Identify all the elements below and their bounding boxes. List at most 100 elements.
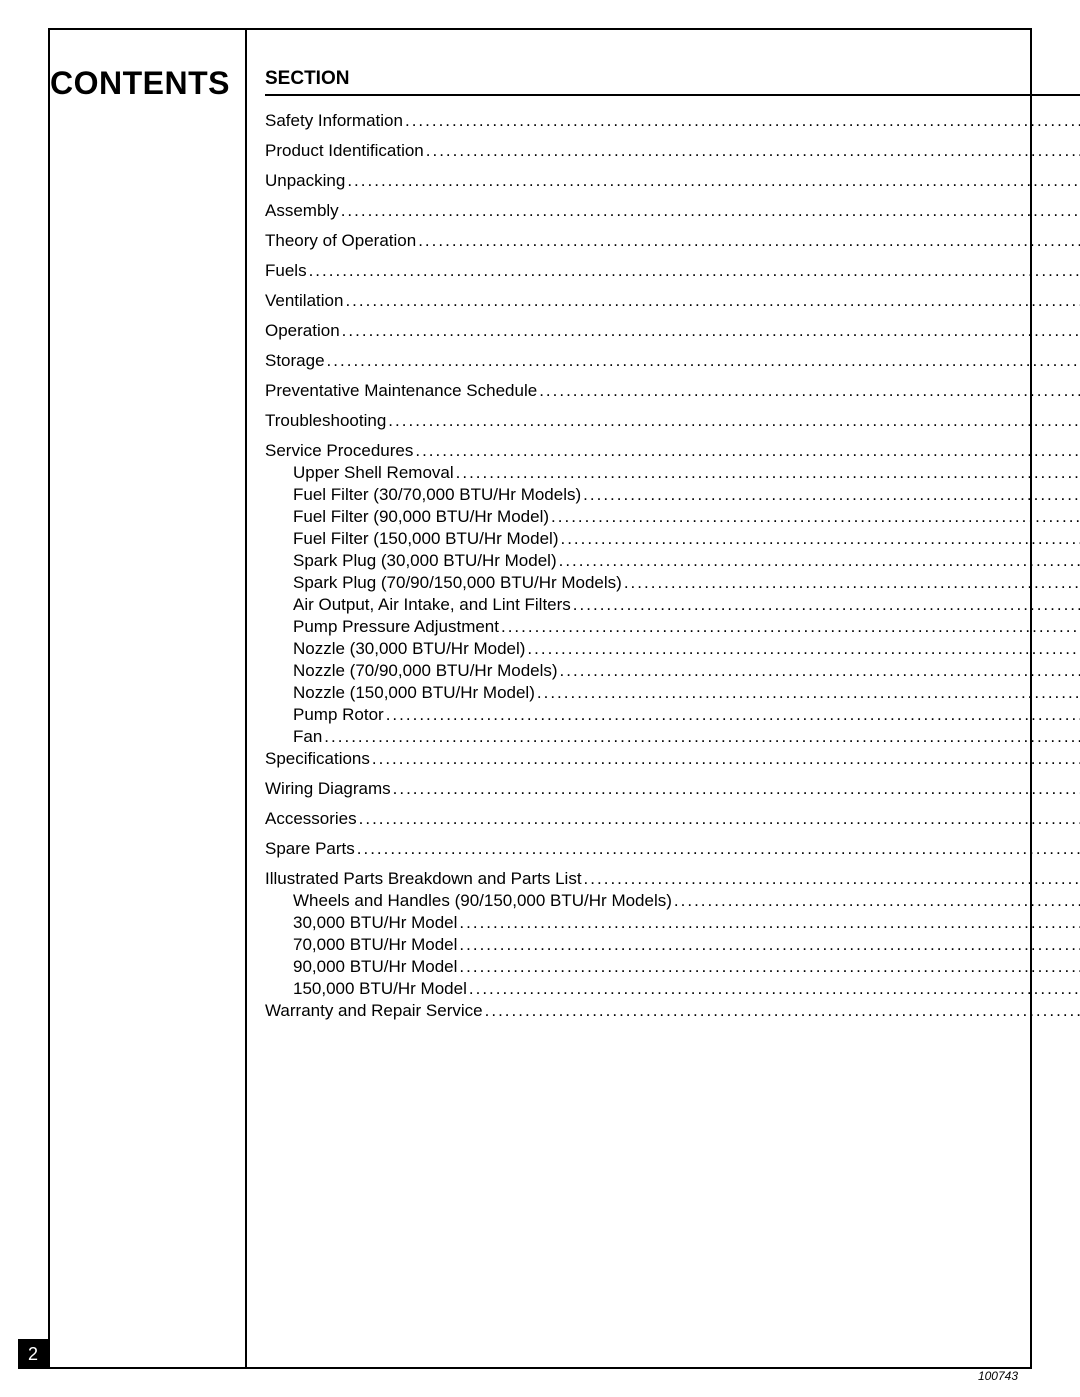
toc-entry-label: 90,000 BTU/Hr Model — [293, 958, 457, 975]
toc-entry-label: Pump Rotor — [293, 706, 384, 723]
toc-entry-label: Fuel Filter (30/70,000 BTU/Hr Models) — [293, 486, 581, 503]
toc-leader-dots — [424, 142, 1080, 159]
toc-entry-label: Spark Plug (70/90/150,000 BTU/Hr Models) — [293, 574, 622, 591]
toc-entry: Nozzle (30,000 BTU/Hr Model)15 — [265, 640, 1080, 657]
toc-entry: Wheels and Handles (90/150,000 BTU/Hr Mo… — [265, 892, 1080, 909]
toc-entry: Unpacking5 — [265, 172, 1080, 189]
toc-entry: Preventative Maintenance Schedule8 — [265, 382, 1080, 399]
toc-leader-dots — [467, 980, 1080, 997]
toc-entry-label: Unpacking — [265, 172, 345, 189]
toc-entry-label: Pump Pressure Adjustment — [293, 618, 499, 635]
toc-leader-dots — [386, 412, 1080, 429]
page-frame: CONTENTS SECTION PAGE Safety Information… — [48, 28, 1032, 1369]
toc-leader-dots — [340, 322, 1080, 339]
toc-entry-label: Spark Plug (30,000 BTU/Hr Model) — [293, 552, 557, 569]
toc-entry-label: Operation — [265, 322, 340, 339]
toc-entry-label: Specifications — [265, 750, 370, 767]
toc-entry-label: 30,000 BTU/Hr Model — [293, 914, 457, 931]
toc-entry-label: Warranty and Repair Service — [265, 1002, 483, 1019]
toc-entry: Nozzle (150,000 BTU/Hr Model)17 — [265, 684, 1080, 701]
toc-leader-dots — [307, 262, 1080, 279]
toc-leader-dots — [581, 486, 1080, 503]
toc-leader-dots — [391, 780, 1080, 797]
toc-entry: Fan19 — [265, 728, 1080, 745]
toc-leader-dots — [325, 352, 1080, 369]
toc-leader-dots — [537, 382, 1080, 399]
toc-leader-dots — [499, 618, 1080, 635]
toc-entry-label: Nozzle (70/90,000 BTU/Hr Models) — [293, 662, 558, 679]
toc-entry: Assembly5 — [265, 202, 1080, 219]
toc-leader-dots — [558, 662, 1080, 679]
contents-heading: CONTENTS — [50, 65, 230, 102]
toc-entry: Pump Pressure Adjustment14 — [265, 618, 1080, 635]
inner-layout: CONTENTS SECTION PAGE Safety Information… — [50, 30, 1030, 1367]
toc-entry: Wiring Diagrams20 — [265, 780, 1080, 797]
toc-entry-label: Preventative Maintenance Schedule — [265, 382, 537, 399]
toc-entry: Product Identification4 — [265, 142, 1080, 159]
right-column: SECTION PAGE Safety Information3 Product … — [247, 30, 1080, 1367]
toc-leader-dots — [525, 640, 1080, 657]
toc-entry-label: 70,000 BTU/Hr Model — [293, 936, 457, 953]
toc-header-section: SECTION — [265, 68, 349, 90]
toc-entry: Air Output, Air Intake, and Lint Filters… — [265, 596, 1080, 613]
toc-entry-label: Fuel Filter (90,000 BTU/Hr Model) — [293, 508, 549, 525]
toc-list: Safety Information3 Product Identificatio… — [265, 112, 1080, 1019]
toc-entry: Warranty and Repair ServiceBack Cover — [265, 1002, 1080, 1019]
toc-leader-dots — [549, 508, 1080, 525]
toc-entry: Accessories22 — [265, 810, 1080, 827]
toc-entry-label: Fuel Filter (150,000 BTU/Hr Model) — [293, 530, 558, 547]
toc-entry: Pump Rotor18 — [265, 706, 1080, 723]
toc-entry-label: Accessories — [265, 810, 357, 827]
toc-entry-label: Air Output, Air Intake, and Lint Filters — [293, 596, 571, 613]
toc-entry-label: Upper Shell Removal — [293, 464, 454, 481]
toc-leader-dots — [416, 232, 1080, 249]
toc-entry: Service Procedures10 — [265, 442, 1080, 459]
toc-leader-dots — [339, 202, 1080, 219]
toc-entry: Operation7 — [265, 322, 1080, 339]
toc-leader-dots — [343, 292, 1080, 309]
toc-entry: 30,000 BTU/Hr Model24 — [265, 914, 1080, 931]
toc-entry: Theory of Operation6 — [265, 232, 1080, 249]
toc-leader-dots — [535, 684, 1080, 701]
toc-entry: Specifications19 — [265, 750, 1080, 767]
toc-leader-dots — [370, 750, 1080, 767]
toc-entry: Spark Plug (30,000 BTU/Hr Model)12 — [265, 552, 1080, 569]
toc-entry-label: Spare Parts — [265, 840, 355, 857]
toc-header-row: SECTION PAGE — [265, 68, 1080, 96]
toc-entry: Spare Parts22 — [265, 840, 1080, 857]
toc-leader-dots — [557, 552, 1080, 569]
toc-entry: Fuel Filter (150,000 BTU/Hr Model)11 — [265, 530, 1080, 547]
toc-leader-dots — [457, 914, 1080, 931]
toc-entry: 70,000 BTU/Hr Model26 — [265, 936, 1080, 953]
toc-entry: Illustrated Parts Breakdown and Parts Li… — [265, 870, 1080, 887]
toc-entry: Fuel Filter (30/70,000 BTU/Hr Models)10 — [265, 486, 1080, 503]
toc-entry: Safety Information3 — [265, 112, 1080, 129]
toc-leader-dots — [355, 840, 1080, 857]
toc-entry: Storage8 — [265, 352, 1080, 369]
toc-leader-dots — [457, 958, 1080, 975]
document-code: 100743 — [978, 1369, 1018, 1383]
toc-entry: Ventilation7 — [265, 292, 1080, 309]
toc-entry: Fuels6 — [265, 262, 1080, 279]
toc-entry-label: Fuels — [265, 262, 307, 279]
toc-entry: Troubleshooting9 — [265, 412, 1080, 429]
toc-entry-label: Troubleshooting — [265, 412, 386, 429]
toc-entry-label: Nozzle (150,000 BTU/Hr Model) — [293, 684, 535, 701]
toc-leader-dots — [345, 172, 1080, 189]
toc-entry-label: Theory of Operation — [265, 232, 416, 249]
toc-leader-dots — [582, 870, 1080, 887]
toc-leader-dots — [571, 596, 1080, 613]
toc-entry: Fuel Filter (90,000 BTU/Hr Model)11 — [265, 508, 1080, 525]
toc-entry-label: Wiring Diagrams — [265, 780, 391, 797]
toc-leader-dots — [483, 1002, 1080, 1019]
toc-leader-dots — [413, 442, 1080, 459]
toc-leader-dots — [357, 810, 1080, 827]
toc-entry-label: Product Identification — [265, 142, 424, 159]
toc-entry: Nozzle (70/90,000 BTU/Hr Models)16 — [265, 662, 1080, 679]
toc-leader-dots — [454, 464, 1080, 481]
page-number: 2 — [18, 1339, 48, 1369]
toc-entry: Upper Shell Removal10 — [265, 464, 1080, 481]
toc-leader-dots — [403, 112, 1080, 129]
toc-leader-dots — [384, 706, 1080, 723]
toc-entry-label: Nozzle (30,000 BTU/Hr Model) — [293, 640, 525, 657]
